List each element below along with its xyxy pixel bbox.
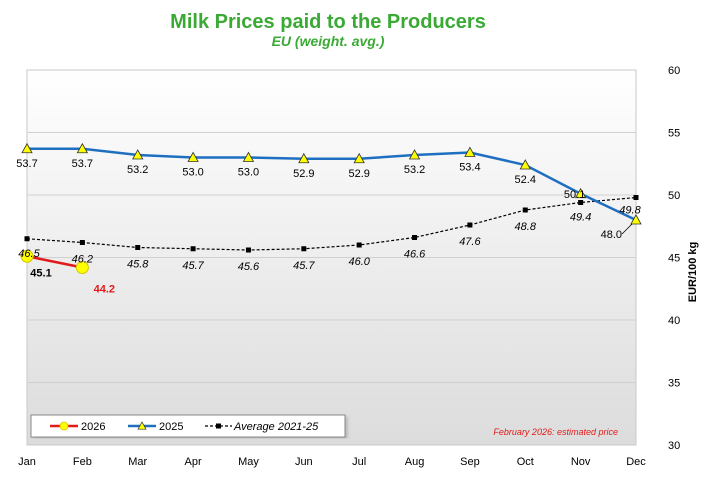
x-tick-label: Mar bbox=[128, 456, 147, 468]
x-tick-label: Aug bbox=[405, 456, 425, 468]
data-label-2025: 53.2 bbox=[127, 164, 148, 176]
marker-average bbox=[412, 235, 418, 240]
marker-2026 bbox=[20, 249, 34, 263]
y-tick-label: 40 bbox=[668, 315, 680, 327]
legend-marker-2026 bbox=[59, 421, 69, 431]
series-line-2025 bbox=[27, 147, 637, 222]
chart-title: Milk Prices paid to the Producers bbox=[170, 11, 486, 33]
series-line-average bbox=[26, 196, 637, 251]
data-label-average: 45.7 bbox=[293, 260, 315, 272]
marker-2025 bbox=[630, 214, 642, 225]
data-label-average: 45.6 bbox=[238, 261, 260, 273]
x-tick-label: Jan bbox=[18, 456, 36, 468]
y-tick-label: 35 bbox=[668, 378, 680, 390]
x-tick-label: Sep bbox=[460, 456, 480, 468]
leader-line bbox=[621, 223, 633, 235]
legend-items: 2026 2025 Average 2021-25 bbox=[50, 421, 319, 433]
x-tick-label: Feb bbox=[73, 456, 92, 468]
x-tick-label: May bbox=[238, 456, 259, 468]
data-label-2026: 44.2 bbox=[94, 284, 115, 296]
legend-marker-2025 bbox=[137, 421, 147, 430]
marker-average bbox=[522, 207, 528, 213]
marker-average bbox=[24, 236, 30, 242]
marker-2025 bbox=[408, 149, 421, 160]
marker-2025 bbox=[464, 146, 476, 157]
legend-box bbox=[30, 414, 346, 438]
y-tick-label: 50 bbox=[668, 190, 680, 202]
x-tick-label: Dec bbox=[626, 456, 646, 468]
marker-average bbox=[79, 240, 85, 245]
y-axis: 30 35 40 45 50 55 60 bbox=[668, 65, 680, 452]
marker-2025 bbox=[132, 149, 144, 160]
legend-label-average: Average 2021-25 bbox=[233, 421, 319, 433]
legend-label-2025: 2025 bbox=[159, 421, 183, 433]
marker-average bbox=[467, 222, 473, 228]
legend-marker-average bbox=[216, 423, 221, 429]
data-label-2025: 53.7 bbox=[16, 158, 37, 170]
data-label-average: 47.6 bbox=[459, 236, 481, 248]
data-label-2025: 53.4 bbox=[459, 162, 480, 174]
data-label-average: 45.7 bbox=[182, 260, 204, 272]
data-label-average: 46.5 bbox=[18, 248, 40, 260]
data-label-2025: 53.2 bbox=[404, 164, 425, 176]
data-label-average: 49.4 bbox=[570, 212, 591, 224]
y-tick-label: 45 bbox=[668, 253, 680, 265]
data-label-average: 46.2 bbox=[72, 254, 93, 266]
data-label-average: 48.8 bbox=[515, 221, 537, 233]
legend bbox=[30, 414, 346, 438]
marker-2025 bbox=[298, 152, 310, 164]
data-label-average: 46.6 bbox=[404, 249, 426, 261]
data-label-2025: 53.0 bbox=[238, 167, 259, 179]
marker-2025 bbox=[353, 152, 365, 164]
marker-2025 bbox=[187, 151, 199, 162]
data-label-2025: 52.9 bbox=[293, 168, 314, 180]
estimate-note: February 2026: estimated price bbox=[493, 427, 618, 437]
series-line-2026 bbox=[26, 255, 83, 269]
marker-2025 bbox=[574, 187, 587, 199]
marker-average bbox=[245, 247, 251, 253]
series-layer: 53.7 53.7 53.2 53.0 53.0 52.9 52.9 53.2 53.4 52.4… bbox=[16, 142, 642, 296]
y-tick-label: 30 bbox=[668, 440, 680, 452]
data-label-2025: 50.1 bbox=[564, 189, 585, 201]
x-tick-label: Nov bbox=[571, 456, 591, 468]
data-label-2025: 52.4 bbox=[515, 174, 536, 186]
grid bbox=[27, 132, 636, 383]
x-tick-label: Oct bbox=[517, 456, 534, 468]
x-tick-label: Apr bbox=[185, 456, 202, 468]
x-tick-label: Jun bbox=[295, 456, 313, 468]
marker-2025 bbox=[21, 142, 33, 154]
marker-2025 bbox=[76, 142, 89, 154]
y-axis-label: EUR/100 kg bbox=[687, 242, 699, 303]
marker-2025 bbox=[242, 151, 255, 162]
marker-2025 bbox=[519, 159, 531, 170]
chart-subtitle: EU (weight. avg.) bbox=[272, 33, 385, 49]
data-label-average: 49.8 bbox=[619, 205, 641, 217]
marker-average bbox=[356, 242, 362, 248]
marker-average bbox=[190, 246, 196, 252]
x-axis: Jan Feb Mar Apr May Jun Jul Aug Sep Oct Nov Dec bbox=[18, 456, 646, 468]
x-tick-label: Jul bbox=[352, 456, 366, 468]
legend-label-2026: 2026 bbox=[81, 421, 105, 433]
data-label-2025: 52.9 bbox=[348, 168, 369, 180]
data-label-2025: 53.0 bbox=[182, 167, 203, 179]
data-label-average: 45.8 bbox=[127, 259, 149, 271]
marker-average bbox=[578, 200, 584, 205]
marker-average bbox=[135, 245, 141, 250]
marker-average bbox=[633, 195, 639, 200]
marker-average bbox=[301, 246, 307, 252]
data-label-2026: 45.1 bbox=[30, 267, 51, 279]
data-label-average: 46.0 bbox=[348, 256, 370, 268]
marker-2026 bbox=[75, 261, 89, 274]
y-tick-label: 55 bbox=[668, 128, 680, 140]
data-label-2025: 53.7 bbox=[72, 158, 93, 170]
data-label-2025: 48.0 bbox=[601, 229, 622, 241]
y-tick-label: 60 bbox=[668, 65, 680, 77]
